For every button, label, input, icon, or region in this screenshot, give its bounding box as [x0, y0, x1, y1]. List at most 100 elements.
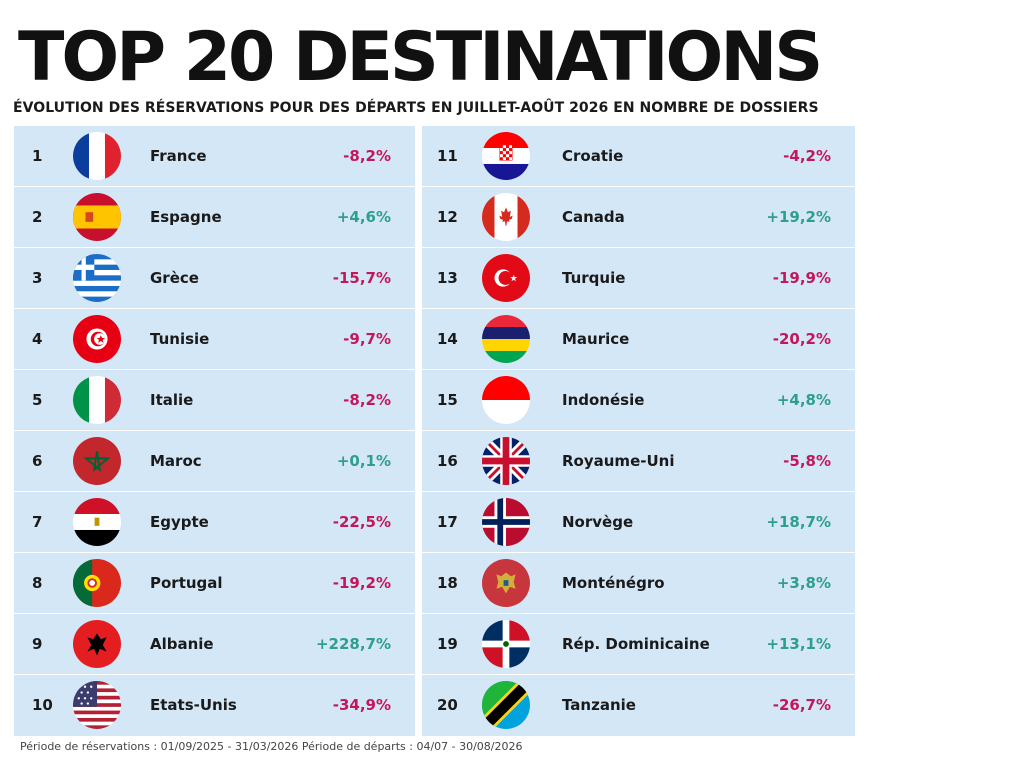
table-row: 8 Portugal -19,2%: [14, 553, 415, 614]
table-row: 6 Maroc +0,1%: [14, 431, 415, 492]
turkey-flag-icon: [482, 254, 530, 302]
ranking-column-right: 11 Croatie -4,2% 12 Canada +19,2% 13 Turquie -19…: [422, 126, 855, 736]
change-value: -22,5%: [332, 513, 391, 531]
change-value: -5,8%: [783, 452, 831, 470]
country-name: Rép. Dominicaine: [562, 635, 710, 653]
norway-flag-icon: [482, 498, 530, 546]
change-value: -19,2%: [332, 574, 391, 592]
table-row: 18 Monténégro +3,8%: [422, 553, 855, 614]
mauritius-flag-icon: [482, 315, 530, 363]
rank-number: 2: [32, 208, 43, 226]
country-name: Etats-Unis: [150, 696, 237, 714]
rank-number: 8: [32, 574, 43, 592]
france-flag-icon: [73, 132, 121, 180]
montenegro-flag-icon: [482, 559, 530, 607]
table-row: 10 Etats-Unis -34,9%: [14, 675, 415, 736]
table-row: 16 Royaume-Uni -5,8%: [422, 431, 855, 492]
change-value: +18,7%: [766, 513, 831, 531]
table-row: 4 Tunisie -9,7%: [14, 309, 415, 370]
rank-number: 15: [437, 391, 458, 409]
change-value: +4,6%: [336, 208, 391, 226]
country-name: Indonésie: [562, 391, 645, 409]
table-row: 3 Grèce -15,7%: [14, 248, 415, 309]
country-name: Monténégro: [562, 574, 665, 592]
change-value: -4,2%: [783, 147, 831, 165]
rank-number: 19: [437, 635, 458, 653]
change-value: -8,2%: [343, 147, 391, 165]
rank-number: 5: [32, 391, 43, 409]
page-subtitle: ÉVOLUTION DES RÉSERVATIONS POUR DES DÉPA…: [13, 100, 819, 116]
change-value: -26,7%: [772, 696, 831, 714]
country-name: France: [150, 147, 207, 165]
footnote: Période de réservations : 01/09/2025 - 3…: [20, 740, 523, 753]
greece-flag-icon: [73, 254, 121, 302]
change-value: -19,9%: [772, 269, 831, 287]
ranking-column-left: 1 France -8,2% 2 Espagne +4,6% 3 Grèce -15,7% 4 Tu…: [14, 126, 415, 736]
country-name: Norvège: [562, 513, 634, 531]
country-name: Royaume-Uni: [562, 452, 675, 470]
change-value: +13,1%: [766, 635, 831, 653]
albania-flag-icon: [73, 620, 121, 668]
table-row: 7 Egypte -22,5%: [14, 492, 415, 553]
croatia-flag-icon: [482, 132, 530, 180]
table-row: 15 Indonésie +4,8%: [422, 370, 855, 431]
country-name: Maroc: [150, 452, 202, 470]
country-name: Croatie: [562, 147, 624, 165]
tunisia-flag-icon: [73, 315, 121, 363]
change-value: -34,9%: [332, 696, 391, 714]
rank-number: 12: [437, 208, 458, 226]
table-row: 11 Croatie -4,2%: [422, 126, 855, 187]
portugal-flag-icon: [73, 559, 121, 607]
country-name: Albanie: [150, 635, 214, 653]
country-name: Italie: [150, 391, 194, 409]
country-name: Portugal: [150, 574, 223, 592]
change-value: -15,7%: [332, 269, 391, 287]
rank-number: 7: [32, 513, 43, 531]
dominican-republic-flag-icon: [482, 620, 530, 668]
change-value: -9,7%: [343, 330, 391, 348]
rank-number: 14: [437, 330, 458, 348]
change-value: +19,2%: [766, 208, 831, 226]
table-row: 20 Tanzanie -26,7%: [422, 675, 855, 736]
country-name: Maurice: [562, 330, 630, 348]
country-name: Tunisie: [150, 330, 210, 348]
table-row: 19 Rép. Dominicaine +13,1%: [422, 614, 855, 675]
change-value: +3,8%: [776, 574, 831, 592]
rank-number: 11: [437, 147, 458, 165]
country-name: Tanzanie: [562, 696, 636, 714]
change-value: +228,7%: [315, 635, 391, 653]
country-name: Canada: [562, 208, 625, 226]
table-row: 9 Albanie +228,7%: [14, 614, 415, 675]
table-row: 12 Canada +19,2%: [422, 187, 855, 248]
rank-number: 3: [32, 269, 43, 287]
rank-number: 9: [32, 635, 43, 653]
rank-number: 6: [32, 452, 43, 470]
usa-flag-icon: [73, 681, 121, 729]
table-row: 1 France -8,2%: [14, 126, 415, 187]
rank-number: 17: [437, 513, 458, 531]
tanzania-flag-icon: [482, 681, 530, 729]
rank-number: 18: [437, 574, 458, 592]
change-value: +0,1%: [336, 452, 391, 470]
egypt-flag-icon: [73, 498, 121, 546]
page-title: TOP 20 DESTINATIONS: [18, 18, 823, 97]
italy-flag-icon: [73, 376, 121, 424]
table-row: 2 Espagne +4,6%: [14, 187, 415, 248]
rank-number: 16: [437, 452, 458, 470]
table-row: 5 Italie -8,2%: [14, 370, 415, 431]
spain-flag-icon: [73, 193, 121, 241]
country-name: Egypte: [150, 513, 209, 531]
country-name: Grèce: [150, 269, 199, 287]
rank-number: 4: [32, 330, 43, 348]
change-value: -20,2%: [772, 330, 831, 348]
change-value: +4,8%: [776, 391, 831, 409]
rank-number: 13: [437, 269, 458, 287]
rank-number: 20: [437, 696, 458, 714]
country-name: Turquie: [562, 269, 626, 287]
country-name: Espagne: [150, 208, 222, 226]
rank-number: 10: [32, 696, 53, 714]
table-row: 17 Norvège +18,7%: [422, 492, 855, 553]
rank-number: 1: [32, 147, 43, 165]
canada-flag-icon: [482, 193, 530, 241]
morocco-flag-icon: [73, 437, 121, 485]
